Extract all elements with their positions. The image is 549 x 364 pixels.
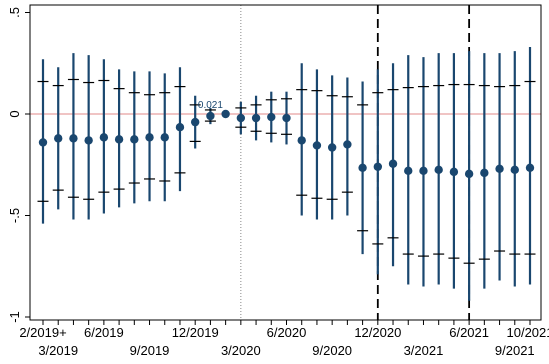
estimate-point	[327, 143, 337, 152]
estimate-point	[267, 112, 276, 122]
x-tick-label: 3/2019	[38, 343, 78, 358]
estimate-point	[464, 169, 474, 179]
estimate-point	[99, 133, 109, 142]
x-tick-label: 6/2021	[449, 325, 489, 340]
x-tick-label: 9/2020	[312, 343, 352, 358]
estimate-point	[175, 122, 185, 132]
plot-frame	[29, 4, 542, 321]
estimate-point	[404, 166, 413, 176]
estimate-point	[373, 162, 383, 171]
estimate-point	[449, 167, 459, 177]
estimate-point	[84, 136, 93, 145]
estimate-point	[358, 163, 367, 172]
estimate-point	[343, 140, 352, 149]
y-tick-label: -1	[7, 311, 22, 323]
y-tick-label: 0	[7, 110, 22, 117]
estimate-point	[206, 111, 215, 121]
estimate-point	[388, 159, 398, 168]
estimate-point	[282, 113, 291, 123]
estimate-point	[236, 113, 246, 123]
point-estimates	[38, 109, 535, 179]
estimate-point	[69, 134, 78, 143]
x-tick-label: 9/2021	[495, 343, 535, 358]
x-tick-label: 10/2021	[507, 325, 549, 340]
axes	[25, 4, 542, 325]
estimate-point	[251, 113, 261, 123]
x-tick-label: 12/2019	[172, 325, 219, 340]
estimate-point	[419, 166, 428, 176]
x-tick-label: 9/2019	[130, 343, 170, 358]
x-tick-label: 2/2019+	[19, 325, 66, 340]
estimate-point	[510, 165, 519, 175]
estimate-point	[54, 134, 63, 143]
estimate-point	[190, 117, 200, 127]
y-tick-label: -.5	[7, 208, 22, 223]
chart-text: .5 0 -.5 -1 2/2019+ 3/2019 6/2019 9/201912/2019…	[7, 7, 549, 358]
estimate-point	[312, 141, 322, 150]
estimate-point	[145, 133, 154, 142]
y-tick-label: .5	[7, 7, 22, 18]
x-tick-label: 6/2020	[267, 325, 307, 340]
data-label: 0.021	[198, 100, 223, 111]
estimate-point	[160, 133, 169, 142]
estimate-point	[297, 136, 306, 145]
x-tick-label: 6/2019	[84, 325, 124, 340]
estimate-point	[221, 109, 230, 119]
x-tick-label: 3/2020	[221, 343, 261, 358]
x-tick-label: 3/2021	[404, 343, 444, 358]
x-tick-label: 12/2020	[354, 325, 401, 340]
estimate-point	[480, 168, 489, 178]
estimate-point	[114, 135, 124, 144]
reference-lines	[30, 5, 541, 320]
estimate-point	[38, 138, 48, 147]
estimate-point	[130, 135, 139, 144]
confidence-intervals	[37, 47, 536, 301]
estimate-point	[525, 163, 535, 172]
estimate-point	[495, 164, 504, 174]
estimate-point	[434, 165, 443, 175]
